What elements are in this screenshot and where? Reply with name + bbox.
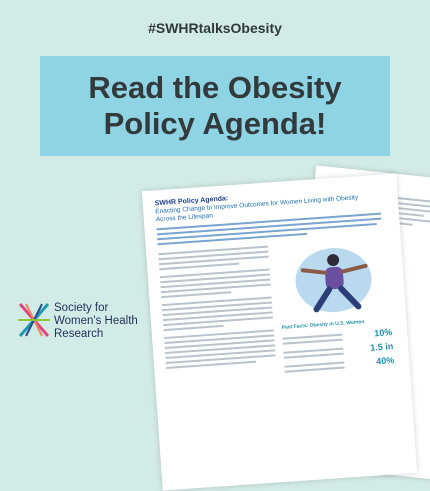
logo-line: Women's Health bbox=[54, 315, 138, 327]
stat: 1.5 in bbox=[369, 341, 394, 353]
hashtag: #SWHRtalksObesity bbox=[148, 20, 282, 36]
document-preview: SWHR Policy Agenda: Enacting Change to I… bbox=[141, 173, 418, 491]
stat: 40% bbox=[375, 355, 395, 367]
logo-text: Society for Women's Health Research bbox=[54, 302, 138, 341]
illustration bbox=[295, 248, 372, 313]
banner: Read the Obesity Policy Agenda! bbox=[40, 56, 390, 156]
title: Read the Obesity Policy Agenda! bbox=[88, 70, 342, 141]
logo-line: Research bbox=[54, 328, 104, 340]
stat: 10% bbox=[373, 327, 393, 339]
post: #SWHRtalksObesity Read the Obesity Polic… bbox=[18, 20, 430, 491]
logo-mark bbox=[18, 303, 50, 337]
logo-line: Society for bbox=[54, 302, 109, 314]
